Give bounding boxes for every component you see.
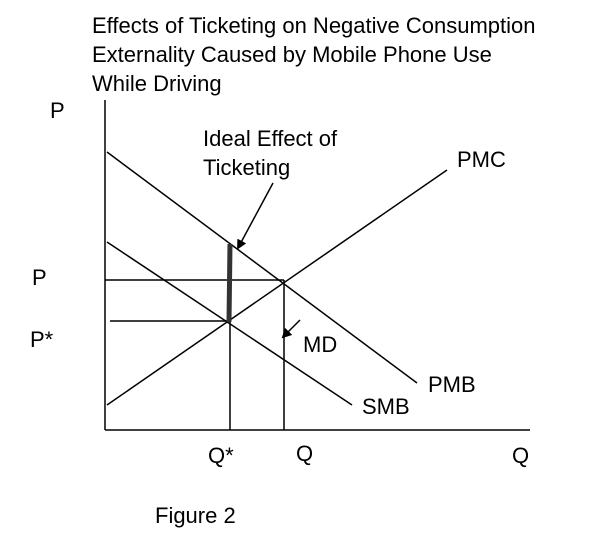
title-line-2: Externality Caused by Mobile Phone Use (92, 42, 492, 67)
y-tick-pstar: P* (30, 327, 54, 352)
md-arrow (281, 319, 301, 339)
pmb-label: PMB (428, 372, 476, 397)
pmc-curve (106, 169, 448, 406)
ticketing-arrow (237, 182, 274, 250)
annotation-line-2: Ticketing (203, 155, 290, 180)
annotation-line-1: Ideal Effect of (203, 126, 338, 151)
figure-caption: Figure 2 (155, 503, 236, 528)
md-label: MD (303, 332, 337, 357)
y-axis-label: P (50, 98, 65, 123)
x-tick-qstar: Q* (208, 443, 234, 468)
title-line-3: While Driving (92, 71, 222, 96)
pmb-curve (106, 151, 418, 384)
smb-label: SMB (362, 394, 410, 419)
y-tick-p: P (32, 265, 47, 290)
x-tick-q: Q (296, 441, 313, 466)
title-line-1: Effects of Ticketing on Negative Consump… (92, 13, 536, 38)
ticketing-effect-bar (226, 243, 233, 323)
x-axis-label: Q (512, 443, 529, 468)
pmc-label: PMC (457, 147, 506, 172)
